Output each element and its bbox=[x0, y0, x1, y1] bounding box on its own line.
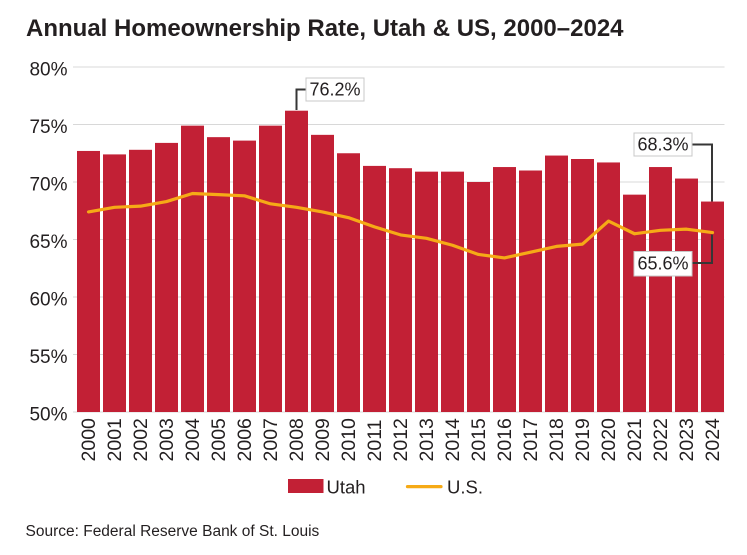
svg-text:60%: 60% bbox=[29, 290, 67, 311]
svg-text:55%: 55% bbox=[29, 347, 67, 368]
svg-text:70%: 70% bbox=[29, 175, 67, 196]
svg-text:2012: 2012 bbox=[390, 418, 412, 461]
svg-text:2019: 2019 bbox=[572, 418, 594, 461]
svg-text:2006: 2006 bbox=[234, 418, 256, 461]
svg-text:2011: 2011 bbox=[364, 420, 386, 462]
svg-text:65%: 65% bbox=[29, 232, 67, 253]
svg-text:2022: 2022 bbox=[650, 418, 672, 461]
svg-text:2023: 2023 bbox=[676, 418, 698, 461]
svg-text:Source: Federal Reserve Bank o: Source: Federal Reserve Bank of St. Loui… bbox=[26, 523, 320, 540]
svg-text:2001: 2001 bbox=[104, 418, 126, 461]
svg-text:2015: 2015 bbox=[468, 418, 490, 462]
svg-text:U.S.: U.S. bbox=[447, 477, 483, 498]
svg-text:2005: 2005 bbox=[208, 418, 230, 462]
svg-text:75%: 75% bbox=[29, 117, 67, 138]
svg-text:2007: 2007 bbox=[260, 418, 282, 461]
svg-text:2000: 2000 bbox=[78, 418, 100, 462]
svg-text:65.6%: 65.6% bbox=[637, 254, 688, 274]
svg-text:2009: 2009 bbox=[312, 418, 334, 461]
svg-text:Annual Homeownership Rate, Uta: Annual Homeownership Rate, Utah & US, 20… bbox=[26, 15, 624, 42]
svg-text:2014: 2014 bbox=[442, 418, 464, 462]
svg-text:2021: 2021 bbox=[624, 418, 646, 461]
svg-text:2016: 2016 bbox=[494, 418, 516, 461]
svg-text:76.2%: 76.2% bbox=[309, 80, 360, 100]
svg-text:2003: 2003 bbox=[156, 418, 178, 461]
svg-text:2018: 2018 bbox=[546, 418, 568, 461]
svg-text:2020: 2020 bbox=[598, 418, 620, 462]
svg-text:2010: 2010 bbox=[338, 418, 360, 462]
svg-text:2008: 2008 bbox=[286, 418, 308, 461]
svg-text:68.3%: 68.3% bbox=[637, 135, 688, 155]
svg-text:2004: 2004 bbox=[182, 418, 204, 462]
svg-text:2013: 2013 bbox=[416, 418, 438, 461]
svg-text:2024: 2024 bbox=[702, 418, 724, 462]
svg-text:80%: 80% bbox=[29, 60, 67, 81]
svg-text:2002: 2002 bbox=[130, 418, 152, 461]
svg-text:Utah: Utah bbox=[327, 477, 366, 498]
svg-text:2017: 2017 bbox=[520, 418, 542, 461]
svg-text:50%: 50% bbox=[29, 405, 67, 426]
